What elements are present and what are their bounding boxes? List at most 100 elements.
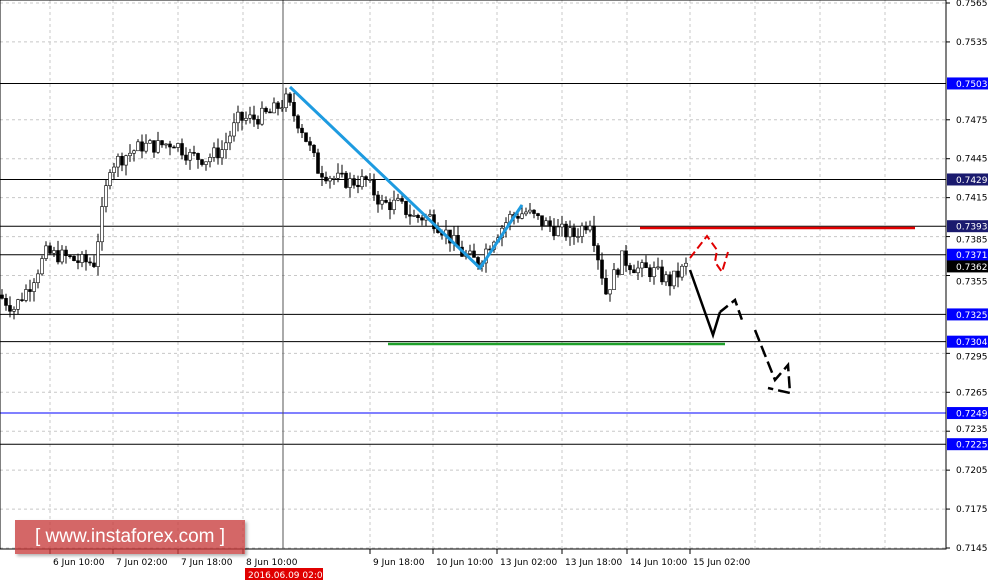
level-label: 0.7371: [956, 251, 988, 261]
candle: [556, 226, 560, 236]
candle: [416, 215, 420, 218]
candle: [124, 155, 128, 166]
candle: [48, 245, 52, 254]
candle: [368, 179, 372, 181]
candle: [388, 202, 392, 211]
candle: [296, 115, 300, 129]
candle: [648, 267, 652, 278]
candle: [344, 172, 348, 188]
candle: [612, 269, 616, 290]
candle: [148, 140, 152, 144]
candle: [676, 270, 680, 278]
candle: [536, 213, 540, 216]
candle: [548, 220, 552, 227]
price-axis[interactable]: 0.7565 0.7535 0.7475 0.7445 0.7415 0.7385 0.73…: [946, 0, 988, 554]
trend-line: [288, 85, 524, 271]
candle: [212, 147, 216, 158]
candle: [0, 294, 4, 299]
candle: [316, 152, 320, 174]
candle: [320, 173, 324, 178]
candle: [300, 127, 304, 134]
candle: [328, 178, 332, 182]
candle: [108, 172, 112, 186]
candle: [336, 172, 340, 179]
candle: [376, 194, 380, 205]
candle: [260, 107, 264, 125]
level-lines: [0, 82, 946, 445]
y-tick-label: 0.7175: [956, 505, 988, 515]
alt-forecast-arrow: [689, 234, 729, 275]
candle: [100, 206, 104, 243]
y-tick-label: 0.7265: [956, 388, 988, 398]
candle: [32, 282, 36, 292]
candle: [136, 141, 140, 152]
candle: [68, 255, 72, 258]
candle: [180, 143, 184, 156]
level-label: 0.7393: [956, 223, 988, 233]
x-tick-label: 7 Jun 02:00: [116, 558, 168, 568]
candle: [176, 143, 180, 148]
candle: [592, 225, 596, 246]
time-axis[interactable]: 00 6 Jun 10:00 7 Jun 02:00 7 Jun 18:00 8 Jun…: [0, 549, 750, 580]
candle: [660, 266, 664, 283]
candle: [568, 227, 572, 238]
y-tick-label: 0.7205: [956, 466, 988, 476]
candle: [532, 209, 536, 214]
candle: [24, 289, 28, 301]
grid: [0, 0, 946, 549]
candle: [200, 159, 204, 165]
candle: [84, 254, 88, 263]
candle: [80, 254, 84, 263]
level-badge: [947, 260, 988, 273]
candle: [584, 225, 588, 231]
candle: [184, 154, 188, 161]
candle: [60, 249, 64, 263]
level-label: 0.7304: [956, 338, 988, 348]
candle: [564, 223, 568, 238]
candle: [76, 260, 80, 263]
candle: [632, 269, 636, 274]
candle: [112, 166, 116, 173]
level-label: 0.7429: [956, 176, 988, 186]
candle: [664, 274, 668, 283]
candle: [468, 250, 472, 254]
candles: [0, 87, 688, 320]
candle: [228, 135, 232, 144]
candle: [72, 255, 76, 262]
candle: [272, 102, 276, 114]
x-tick-label: 15 Jun 02:00: [693, 558, 750, 568]
y-tick-label: 0.7415: [956, 194, 988, 204]
candle: [36, 273, 40, 284]
y-tick-label: 0.7295: [956, 353, 988, 363]
x-tick-label: 10 Jun 10:00: [436, 558, 493, 568]
candle: [192, 152, 196, 154]
level-badge: [947, 438, 988, 451]
y-tick-label: 0.7385: [956, 236, 988, 246]
level-label: 0.7225: [956, 441, 988, 451]
candle: [680, 265, 684, 278]
candle: [516, 216, 520, 219]
level-badge: [947, 220, 988, 233]
x-tick-label: 6 Jun 10:00: [53, 558, 105, 568]
candle: [352, 178, 356, 186]
x-tick-label: 8 Jun 10:00: [246, 558, 298, 568]
candle: [332, 178, 336, 180]
candle: [624, 250, 628, 266]
candle: [92, 262, 96, 267]
candle: [304, 132, 308, 142]
candle: [616, 269, 620, 275]
candle: [544, 220, 548, 226]
candle: [160, 140, 164, 146]
candle: [356, 184, 360, 188]
candle: [668, 274, 672, 287]
x-tick-label: 13 Jun 02:00: [500, 558, 557, 568]
candle: [256, 119, 260, 125]
candle: [360, 176, 364, 188]
y-tick-label: 0.7355: [956, 277, 988, 287]
candle: [472, 250, 476, 258]
candle: [196, 153, 200, 160]
y-tick-label: 0.7475: [956, 116, 988, 126]
level-badge: [947, 335, 988, 348]
candle: [400, 198, 404, 202]
